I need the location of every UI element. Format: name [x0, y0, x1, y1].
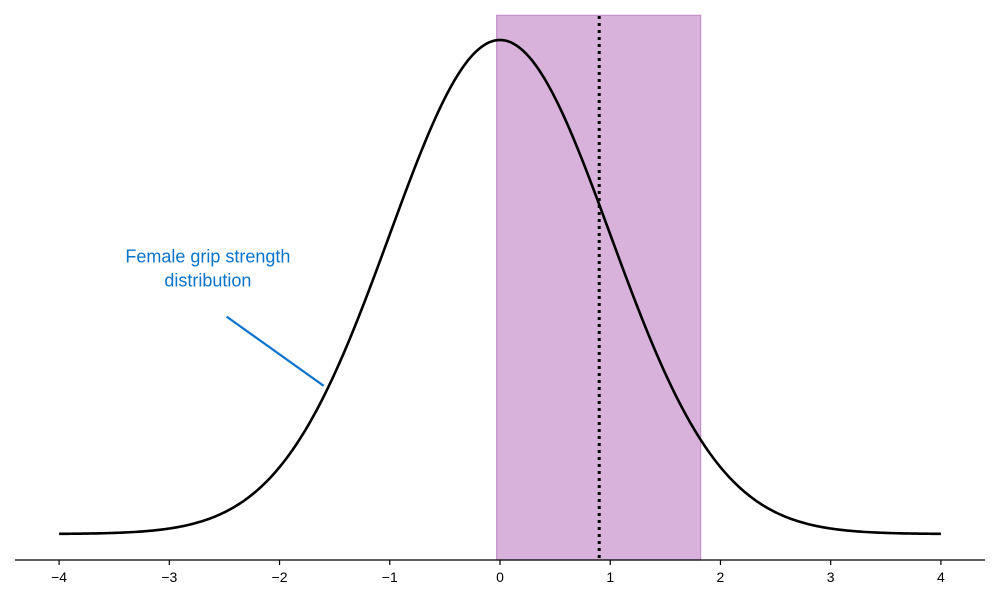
shaded-band [496, 14, 702, 561]
x-tick-label: 4 [937, 569, 945, 585]
annotation-text: Female grip strength [125, 246, 290, 266]
annotation-text: distribution [164, 270, 251, 290]
x-tick-label: −4 [51, 569, 67, 585]
x-tick-label: −3 [161, 569, 177, 585]
x-tick-label: 1 [606, 569, 614, 585]
x-tick-label: 2 [717, 569, 725, 585]
x-tick-label: −2 [272, 569, 288, 585]
density-curve [59, 38, 941, 536]
x-tick-label: 0 [496, 569, 504, 585]
x-tick-label: 3 [827, 569, 835, 585]
x-tick-label: −1 [382, 569, 398, 585]
annotation-arrow [225, 315, 325, 387]
